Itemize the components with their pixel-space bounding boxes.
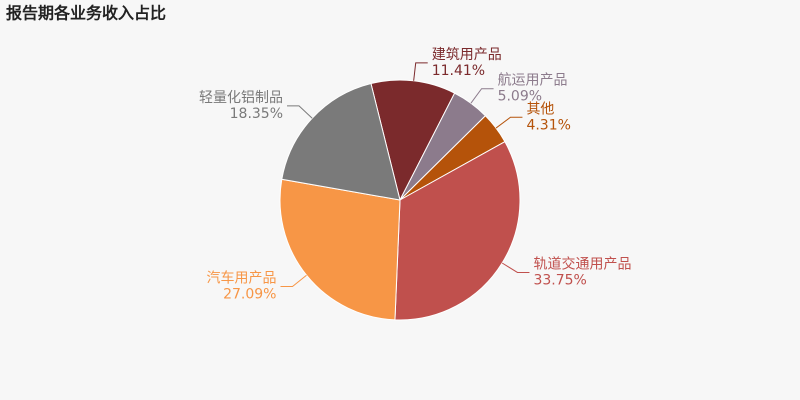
slice-label: 轨道交通用产品: [533, 255, 631, 272]
slice-label: 轻量化铝制品: [199, 90, 283, 106]
slice-label: 航运用产品: [498, 73, 568, 89]
leader-line: [470, 88, 494, 104]
leader-line: [413, 62, 428, 81]
pie-slice: [394, 140, 521, 321]
value-label: 5.09%: [498, 89, 542, 105]
value-label: 4.31%: [526, 117, 570, 133]
slice-label: 汽车用产品: [206, 270, 276, 287]
value-label: 11.41%: [432, 63, 485, 79]
value-label: 27.09%: [223, 287, 276, 303]
leader-line: [280, 274, 307, 288]
pie-slice: [279, 178, 401, 321]
value-label: 33.75%: [533, 272, 586, 288]
leader-line: [501, 262, 530, 273]
value-label: 18.35%: [230, 106, 283, 122]
chart-title: 报告期各业务收入占比: [6, 4, 166, 23]
leader-line: [495, 116, 523, 129]
slice-label: 建筑用产品: [432, 47, 502, 63]
leader-line: [287, 105, 313, 119]
slice-label: 其他: [526, 101, 554, 117]
